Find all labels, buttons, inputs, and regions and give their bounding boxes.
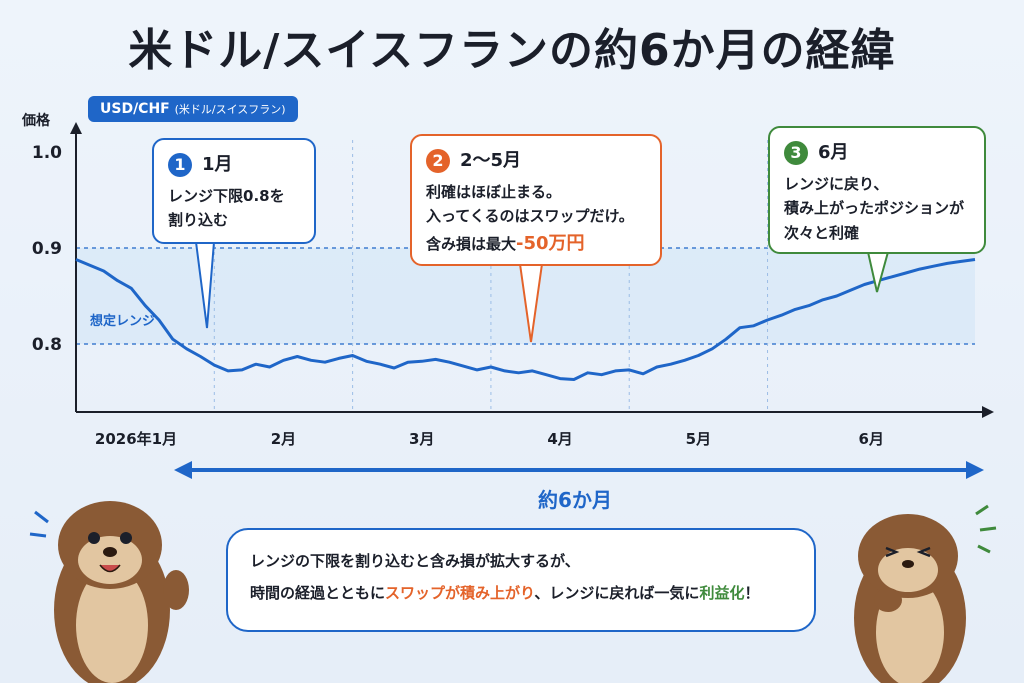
summary-part-a: 時間の経過とともに <box>250 583 386 602</box>
callout-1: 1 1月 レンジ下限0.8を 割り込む <box>152 138 316 244</box>
y-tick-label: 0.9 <box>32 239 62 259</box>
x-tick-label: 6月 <box>859 430 884 448</box>
range-label: 想定レンジ <box>90 314 156 329</box>
x-tick-label: 4月 <box>547 430 572 448</box>
otter-right-illustration <box>854 504 997 683</box>
callout-1-line-2: 割り込む <box>168 211 229 230</box>
span-label: 約6か月 <box>538 488 612 512</box>
y-axis-label: 価格 <box>22 113 50 129</box>
summary-part-c: 、レンジに戻れば一気に <box>534 583 700 602</box>
otter-left-illustration <box>29 501 189 683</box>
page-title: 米ドル/スイスフランの約6か月の経緯 <box>128 25 896 76</box>
callout-3-line-1: レンジに戻り、 <box>784 174 889 193</box>
pair-badge: USD/CHF (米ドル/スイスフラン) <box>88 96 298 122</box>
month-labels: 2026年1月 2月 3月 4月 5月 6月 <box>95 430 884 448</box>
summary-part-e: ！ <box>744 583 760 602</box>
callout-2-number: 2 <box>426 148 450 173</box>
callout-3-line-2: 積み上がったポジションが <box>784 199 965 218</box>
span-arrow-left <box>174 461 192 479</box>
loss-prefix: 含み損は最大 <box>426 235 517 254</box>
y-tick-label: 1.0 <box>32 143 62 163</box>
summary-line-2: 時間の経過とともにスワップが積み上がり、レンジに戻れば一気に利益化！ <box>250 578 792 610</box>
loss-value: -50万円 <box>516 233 585 255</box>
pair-name: USD/CHF <box>100 101 170 117</box>
callout-3-heading: 6月 <box>818 142 849 163</box>
callout-2-heading: 2〜5月 <box>460 150 522 171</box>
x-tick-label: 3月 <box>409 430 434 448</box>
pair-note: (米ドル/スイスフラン) <box>174 103 286 116</box>
price-line <box>75 258 976 381</box>
callout-3-number: 3 <box>784 140 808 165</box>
summary-profit: 利益化 <box>699 583 745 602</box>
callout-1-number: 1 <box>168 152 192 177</box>
x-tick-label: 2026年1月 <box>95 430 177 448</box>
callout-1-line-1: レンジ下限0.8を <box>168 186 285 205</box>
callout-3: 3 6月 レンジに戻り、 積み上がったポジションが 次々と利確 <box>768 126 986 254</box>
x-tick-label: 2月 <box>271 430 296 448</box>
summary-line-1: レンジの下限を割り込むと含み損が拡大するが、 <box>250 552 580 570</box>
y-ticks: 1.0 0.9 0.8 <box>32 143 62 355</box>
callout-2-line-1: 利確はほぼ止まる。 <box>426 182 562 201</box>
callout-2-loss: 含み損は最大-50万円 <box>426 229 646 259</box>
callout-1-heading: 1月 <box>202 154 233 175</box>
y-tick-label: 0.8 <box>32 335 62 355</box>
summary-bubble: レンジの下限を割り込むと含み損が拡大するが、 時間の経過とともにスワップが積み上… <box>226 528 816 632</box>
x-axis-arrow <box>982 406 994 418</box>
span-arrow-right <box>966 461 984 479</box>
summary-swap: スワップが積み上がり <box>385 583 535 602</box>
callout-2-line-2: 入ってくるのはスワップだけ。 <box>426 207 634 226</box>
x-tick-label: 5月 <box>686 430 711 448</box>
callout-3-line-3: 次々と利確 <box>784 224 860 243</box>
y-axis-arrow <box>70 122 82 134</box>
callout-2: 2 2〜5月 利確はほぼ止まる。 入ってくるのはスワップだけ。 含み損は最大-50… <box>410 134 662 266</box>
